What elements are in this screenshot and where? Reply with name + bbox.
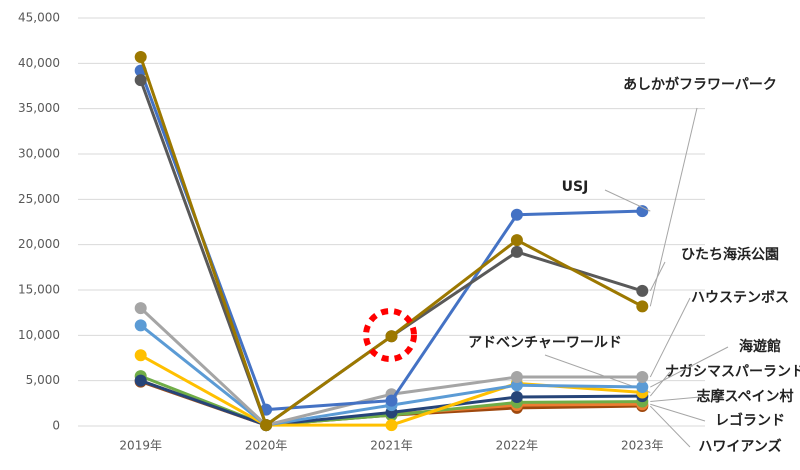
y-tick-label: 40,000: [18, 56, 60, 70]
data-point: [510, 234, 523, 247]
data-point: [134, 74, 147, 87]
y-tick-label: 15,000: [18, 283, 60, 297]
data-point: [636, 284, 649, 297]
data-point: [385, 394, 398, 407]
data-point: [510, 390, 523, 403]
series-label: USJ: [562, 179, 589, 195]
x-tick-label: 2021年: [370, 439, 413, 453]
data-point: [134, 349, 147, 362]
x-tick-label: 2023年: [621, 439, 664, 453]
data-point: [134, 319, 147, 332]
series: [134, 302, 649, 432]
series-label: レゴランド: [715, 412, 785, 429]
data-point: [385, 419, 398, 432]
y-tick-label: 45,000: [18, 11, 60, 25]
series-label: あしかがフラワーパーク: [623, 76, 777, 93]
series-line: [139, 79, 643, 428]
leader-line: [650, 346, 729, 388]
series-label: 志摩スペイン村: [696, 388, 793, 405]
data-point: [636, 300, 649, 313]
leader-line: [649, 297, 691, 378]
series-line: [139, 70, 643, 412]
data-point: [636, 371, 649, 384]
series-label: ハワイアンズ: [698, 438, 781, 455]
series-label: 海遊館: [739, 338, 781, 355]
data-point: [260, 419, 273, 432]
data-point: [510, 208, 523, 221]
leader-line: [649, 371, 671, 397]
series-line: [139, 56, 644, 428]
leader-line: [650, 396, 701, 403]
highlight-circle: [363, 308, 417, 362]
series-label: ひたち海浜公園: [681, 246, 779, 263]
y-tick-label: 30,000: [18, 147, 60, 161]
series-label: ハウステンボス: [691, 290, 789, 306]
data-point: [636, 381, 649, 394]
x-tick-label: 2020年: [245, 439, 288, 453]
y-tick-label: 10,000: [18, 328, 60, 342]
data-point: [134, 302, 147, 315]
leader-line: [604, 189, 651, 212]
y-tick-label: 25,000: [18, 192, 60, 206]
data-point: [510, 371, 523, 384]
y-tick-label: 20,000: [18, 237, 60, 251]
series: [134, 64, 649, 416]
data-point: [510, 245, 523, 258]
leader-line: [649, 107, 698, 307]
data-point: [134, 50, 147, 63]
leader-line: [649, 405, 691, 448]
x-tick-label: 2019年: [119, 439, 162, 453]
series-label: ナガシマスパーランド: [665, 364, 800, 380]
data-point: [134, 374, 147, 387]
series-label: アドベンチャーワールド: [468, 335, 622, 351]
data-point: [385, 330, 398, 343]
y-tick-label: 35,000: [18, 101, 60, 115]
leader-line: [650, 403, 706, 422]
plot: 0 5,000 10,000 15,000 20,000 25,000 30,000 35,0…: [18, 11, 800, 456]
data-point: [636, 205, 649, 218]
x-tick-label: 2022年: [496, 439, 539, 453]
y-tick-label: 5,000: [26, 373, 60, 387]
y-tick-label: 0: [52, 419, 60, 433]
series: [134, 50, 649, 432]
